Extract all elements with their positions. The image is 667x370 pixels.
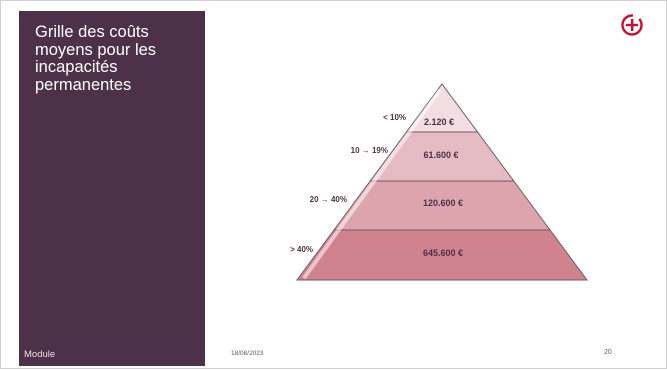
tier-value-label: 120.600 € [423, 198, 463, 208]
sidebar-panel: Grille des coûts moyens pour les incapac… [19, 11, 205, 366]
tier-range-label: 20 → 40% [310, 195, 347, 204]
pyramid-highlight [302, 88, 442, 280]
tier-range-label: < 10% [383, 113, 406, 122]
pyramid-tier [296, 229, 588, 281]
slide-title: Grille des coûts moyens pour les incapac… [35, 23, 157, 94]
tier-range-label: 10 → 19% [351, 146, 388, 155]
tier-value-label: 645.600 € [423, 248, 463, 258]
tier-range-label: > 40% [290, 245, 313, 254]
footer-date: 18/08/2023 [231, 350, 264, 357]
tier-value-label: 61.600 € [423, 150, 458, 160]
page-number: 20 [604, 349, 612, 356]
circle-plus-logo-icon [621, 14, 643, 36]
footer-module-label: Module [24, 349, 56, 360]
tier-value-label: 2.120 € [424, 117, 454, 127]
